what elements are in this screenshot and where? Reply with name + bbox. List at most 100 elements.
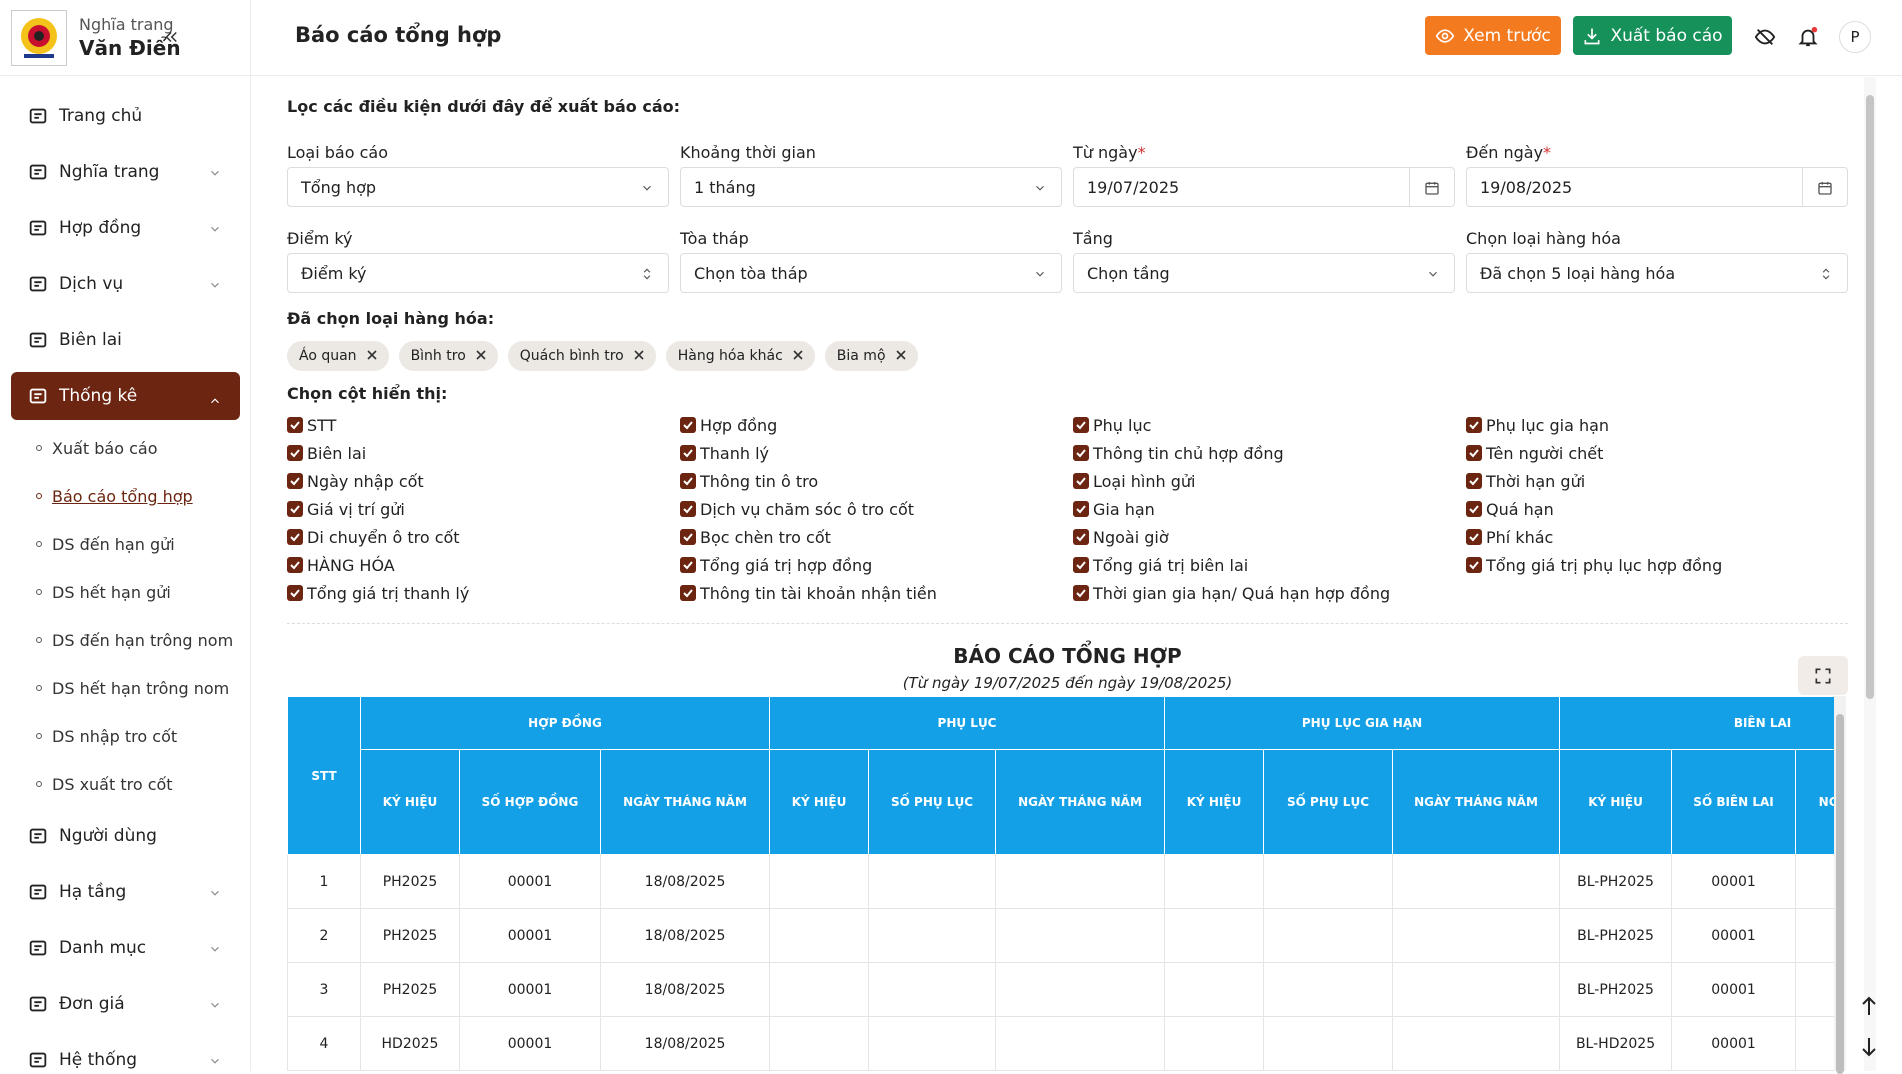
export-button[interactable]: Xuất báo cáo	[1573, 16, 1732, 55]
tag-remove[interactable]	[634, 348, 644, 364]
menu-item[interactable]: Nghĩa trang	[11, 144, 240, 200]
submenu-label: DS nhập tro cốt	[52, 726, 178, 746]
column-checkbox[interactable]: Thời gian gia hạn/ Quá hạn hợp đồng	[1073, 583, 1466, 603]
menu-item[interactable]: Danh mục	[11, 920, 240, 976]
column-checkbox[interactable]: Dịch vụ chăm sóc ô tro cốt	[680, 499, 1073, 519]
notification-icon[interactable]	[1797, 26, 1819, 48]
column-checkbox[interactable]: Hợp đồng	[680, 415, 1073, 435]
select-input[interactable]: Tổng hợp	[287, 167, 669, 207]
submenu-item[interactable]: DS hết hạn trông nom	[0, 664, 250, 712]
select-input[interactable]: 1 tháng	[680, 167, 1062, 207]
checkbox	[1073, 529, 1089, 545]
menu-icon	[27, 1049, 49, 1071]
submenu-item[interactable]: Báo cáo tổng hợp	[0, 472, 250, 520]
table-cell: 00001	[1671, 1016, 1797, 1071]
column-checkbox[interactable]: Loại hình gửi	[1073, 471, 1466, 491]
column-checkbox[interactable]: Phụ lục gia hạn	[1466, 415, 1859, 435]
column-checkbox[interactable]: Thông tin ô tro	[680, 471, 1073, 491]
submenu-label: DS hết hạn trông nom	[52, 678, 230, 698]
table-cell: BL-PH2025	[1559, 908, 1673, 963]
column-checkbox[interactable]: Thông tin tài khoản nhận tiền	[680, 583, 1073, 603]
table-body: 1 PH2025 00001 18/08/2025 BL-PH2025 00001 2 PH2…	[287, 854, 1834, 1071]
table-cell	[868, 908, 997, 963]
column-checkbox[interactable]: Phụ lục	[1073, 415, 1466, 435]
date-input[interactable]: 19/08/2025	[1466, 167, 1848, 207]
select-input[interactable]: Đã chọn 5 loại hàng hóa	[1466, 253, 1848, 293]
page-scrollbar[interactable]	[1864, 77, 1876, 1071]
tag-remove[interactable]	[476, 348, 486, 364]
filter-value: Điểm ký	[301, 263, 367, 283]
date-input[interactable]: 19/07/2025	[1073, 167, 1455, 207]
submenu-item[interactable]: DS xuất tro cốt	[0, 760, 250, 808]
scroll-up[interactable]	[1859, 995, 1879, 1017]
column-checkbox[interactable]: Tổng giá trị thanh lý	[287, 583, 680, 603]
checkbox-label: Tổng giá trị thanh lý	[307, 583, 470, 603]
preview-button[interactable]: Xem trước	[1425, 16, 1561, 55]
menu-item[interactable]: Hợp đồng	[11, 200, 240, 256]
menu-item[interactable]: Trang chủ	[11, 88, 240, 144]
column-checkbox[interactable]: HÀNG HÓA	[287, 555, 680, 575]
scroll-down[interactable]	[1859, 1036, 1879, 1058]
submenu-item[interactable]: DS nhập tro cốt	[0, 712, 250, 760]
select-input[interactable]: Điểm ký	[287, 253, 669, 293]
column-checkbox[interactable]: Giá vị trí gửi	[287, 499, 680, 519]
column-checkbox[interactable]: Tên người chết	[1466, 443, 1859, 463]
submenu-item[interactable]: DS hết hạn gửi	[0, 568, 250, 616]
table-cell: 00001	[1671, 908, 1797, 963]
column-checkbox[interactable]: STT	[287, 415, 680, 435]
column-header: NGÀY THÁNG NĂM	[995, 749, 1166, 855]
column-checkbox[interactable]: Tổng giá trị hợp đồng	[680, 555, 1073, 575]
menu-label: Nghĩa trang	[59, 162, 160, 182]
column-checkbox[interactable]: Ngoài giờ	[1073, 527, 1466, 547]
column-checkbox[interactable]: Thanh lý	[680, 443, 1073, 463]
tag-remove[interactable]	[366, 348, 377, 364]
checkbox-label: Thông tin ô tro	[700, 471, 819, 491]
table-scrollbar[interactable]	[1834, 696, 1846, 1074]
menu-icon	[27, 105, 49, 127]
columns-label: Chọn cột hiển thị:	[287, 384, 448, 403]
menu-item[interactable]: Người dùng	[11, 808, 240, 864]
checkbox-label: Phụ lục	[1093, 415, 1152, 435]
table-row: 4 HD2025 00001 18/08/2025 BL-HD2025 00001	[287, 1016, 1834, 1071]
column-checkbox[interactable]: Thông tin chủ hợp đồng	[1073, 443, 1466, 463]
avatar[interactable]: P	[1839, 21, 1871, 53]
collapse-button[interactable]	[162, 28, 180, 46]
select-input[interactable]: Chọn tầng	[1073, 253, 1455, 293]
menu-item[interactable]: Hệ thống	[11, 1032, 240, 1071]
menu-item[interactable]: Đơn giá	[11, 976, 240, 1032]
column-checkbox[interactable]: Di chuyển ô tro cốt	[287, 527, 680, 547]
menu-item[interactable]: Hạ tầng	[11, 864, 240, 920]
column-checkbox[interactable]: Quá hạn	[1466, 499, 1859, 519]
tag-remove[interactable]	[793, 348, 803, 364]
tag-label: Hàng hóa khác	[677, 348, 783, 364]
column-checkbox[interactable]: Tổng giá trị biên lai	[1073, 555, 1466, 575]
submenu-dot	[36, 733, 42, 739]
column-checkbox[interactable]: Gia hạn	[1073, 499, 1466, 519]
column-checkbox[interactable]: Biên lai	[287, 443, 680, 463]
control-icon	[1033, 266, 1047, 285]
filter-field: Tòa tháp Chọn tòa tháp	[680, 227, 1062, 293]
table-cell	[1164, 1016, 1265, 1071]
select-input[interactable]: Chọn tòa tháp	[680, 253, 1062, 293]
tag-label: Bình tro	[410, 348, 466, 364]
tag-remove[interactable]	[895, 348, 906, 364]
hide-icon[interactable]	[1754, 26, 1776, 48]
column-checkbox[interactable]: Phí khác	[1466, 527, 1859, 547]
goods-tag: Hàng hóa khác	[665, 341, 815, 371]
column-checkbox[interactable]: Tổng giá trị phụ lục hợp đồng	[1466, 555, 1859, 575]
checkbox	[1073, 417, 1089, 433]
divider	[1409, 168, 1410, 206]
fullscreen-button[interactable]	[1798, 656, 1848, 695]
column-checkbox[interactable]: Bọc chèn tro cốt	[680, 527, 1073, 547]
submenu-item[interactable]: DS đến hạn trông nom	[0, 616, 250, 664]
submenu-item[interactable]: Xuất báo cáo	[0, 424, 250, 472]
menu-icon	[27, 937, 49, 959]
menu-icon	[27, 881, 49, 903]
column-checkbox[interactable]: Thời hạn gửi	[1466, 471, 1859, 491]
menu-item[interactable]: Thống kê	[11, 372, 240, 420]
menu-item[interactable]: Dịch vụ	[11, 256, 240, 312]
submenu-item[interactable]: DS đến hạn gửi	[0, 520, 250, 568]
column-checkbox[interactable]: Ngày nhập cốt	[287, 471, 680, 491]
menu-item[interactable]: Biên lai	[11, 312, 240, 368]
submenu-label: DS đến hạn trông nom	[52, 630, 234, 650]
